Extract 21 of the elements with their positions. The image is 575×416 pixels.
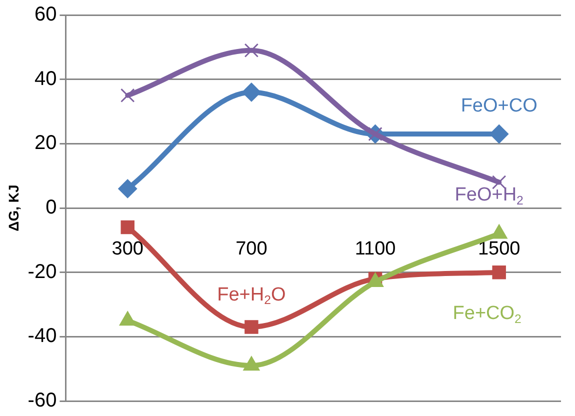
series-label: FeO+CO <box>460 95 538 116</box>
point <box>120 220 134 234</box>
y-tick-label: 40 <box>34 68 57 90</box>
y-tick-label: -20 <box>28 260 57 283</box>
x-tick-label: 700 <box>236 238 268 260</box>
x-tick-label: 300 <box>112 238 144 260</box>
y-axis-title: ΔG, KJ <box>5 184 22 232</box>
y-tick-label: 20 <box>34 132 57 154</box>
point <box>244 320 258 334</box>
y-tick-label: -40 <box>28 325 57 348</box>
point <box>242 82 261 102</box>
point <box>118 179 138 198</box>
point <box>120 88 135 103</box>
point <box>244 43 259 58</box>
point <box>492 265 506 280</box>
y-tick-label: -60 <box>28 390 57 412</box>
y-tick-label: 60 <box>34 4 57 26</box>
point <box>490 124 509 144</box>
y-tick-label: 0 <box>46 196 57 219</box>
x-tick-label: 1100 <box>354 238 396 260</box>
x-tick-label: 1500 <box>478 238 520 260</box>
